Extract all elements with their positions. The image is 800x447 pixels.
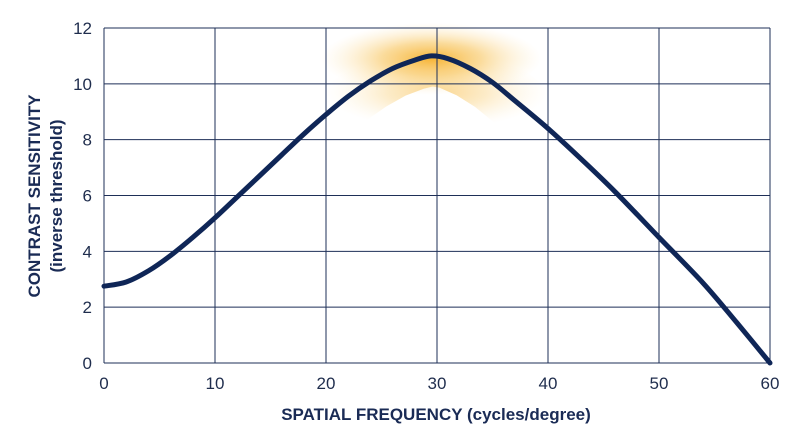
x-tick-label: 30: [428, 374, 447, 393]
x-tick-label: 40: [539, 374, 558, 393]
y-axis-title: CONTRAST SENSITIVITY: [25, 94, 44, 298]
series-line-0: [101, 53, 773, 366]
y-tick-label: 6: [83, 187, 92, 206]
y-tick-label: 2: [83, 298, 92, 317]
y-tick-label: 8: [83, 131, 92, 150]
x-tick-label: 50: [650, 374, 669, 393]
tick-labels: 0 10 20 30 40 50 60 0 2 4 6 8 10 12: [73, 19, 779, 393]
x-axis-title: SPATIAL FREQUENCY (cycles/degree): [281, 405, 591, 424]
y-tick-label: 4: [83, 242, 92, 261]
x-tick-label: 60: [761, 374, 780, 393]
y-tick-label: 12: [73, 19, 92, 38]
x-tick-label: 10: [206, 374, 225, 393]
y-axis-subtitle: (inverse threshold): [47, 119, 66, 272]
y-tick-label: 10: [73, 75, 92, 94]
y-tick-label: 0: [83, 354, 92, 373]
series-layer: [101, 53, 773, 366]
x-tick-label: 0: [99, 374, 108, 393]
grid: [103, 27, 771, 364]
x-tick-label: 20: [317, 374, 336, 393]
